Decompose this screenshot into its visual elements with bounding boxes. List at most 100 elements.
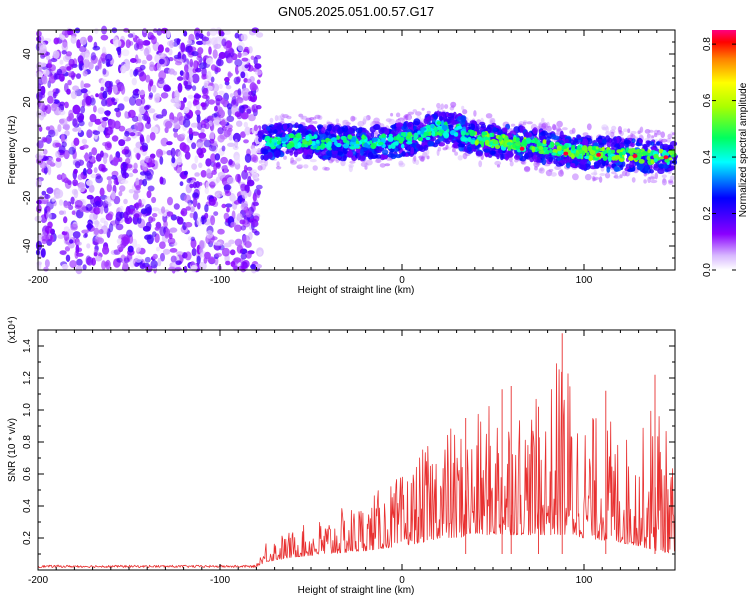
heatmap-noise-cell — [201, 73, 207, 80]
heatmap-noise-cell — [157, 257, 162, 267]
heatmap-noise-cell — [100, 86, 105, 92]
heatmap-noise-cell — [206, 31, 211, 37]
heatmap-signal-cell — [496, 153, 500, 160]
heatmap-noise-cell — [149, 132, 156, 141]
heatmap-noise-cell — [255, 184, 263, 190]
heatmap-noise-cell — [213, 43, 222, 50]
heatmap-noise-cell — [70, 223, 78, 231]
heatmap-noise-cell — [103, 205, 109, 214]
heatmap-noise-cell — [142, 114, 149, 121]
heatmap-noise-cell — [131, 77, 137, 86]
heatmap-signal-cell — [365, 132, 372, 138]
heatmap-signal-cell — [658, 148, 664, 154]
heatmap-noise-cell — [149, 64, 155, 72]
heatmap-noise-cell — [160, 27, 169, 34]
heatmap-noise-cell — [244, 64, 249, 69]
heatmap-noise-cell — [180, 208, 188, 217]
heatmap-noise-cell — [201, 214, 207, 220]
heatmap-signal-cell — [387, 153, 395, 158]
heatmap-signal-cell — [668, 157, 673, 161]
heatmap-noise-cell — [84, 232, 88, 238]
heatmap-signal-cell — [534, 166, 538, 171]
heatmap-noise-cell — [95, 255, 102, 262]
heatmap-noise-cell — [220, 156, 229, 165]
heatmap-signal-cell — [545, 149, 550, 155]
heatmap-signal-cell — [332, 127, 336, 133]
heatmap-signal-cell — [548, 168, 554, 172]
heatmap-signal-cell — [438, 129, 445, 134]
heatmap-noise-cell — [135, 152, 142, 159]
heatmap-signal-cell — [322, 155, 329, 160]
heatmap-signal-cell — [359, 148, 364, 156]
heatmap-noise-cell — [141, 142, 149, 152]
heatmap-signal-cell — [631, 138, 636, 144]
heatmap-noise-cell — [213, 211, 219, 217]
heatmap-noise-cell — [81, 64, 88, 71]
heatmap-noise-cell — [113, 178, 120, 185]
heatmap-noise-cell — [58, 110, 66, 116]
heatmap-signal-cell — [494, 160, 502, 166]
heatmap-noise-cell — [209, 181, 216, 189]
heatmap-noise-cell — [245, 252, 252, 259]
heatmap-signal-cell — [602, 126, 606, 130]
heatmap-signal-cell — [309, 158, 317, 163]
heatmap-signal-peak — [519, 146, 525, 151]
heatmap-signal-cell — [336, 135, 340, 140]
heatmap-signal-cell — [653, 153, 659, 160]
heatmap-noise-cell — [226, 176, 235, 185]
heatmap-noise-cell — [169, 227, 178, 233]
heatmap-noise-cell — [123, 257, 130, 264]
heatmap-noise-cell — [210, 76, 215, 83]
heatmap-noise-cell — [216, 176, 220, 183]
heatmap-signal-cell — [598, 176, 603, 183]
heatmap-signal-cell — [293, 150, 298, 158]
heatmap-noise-cell — [106, 183, 113, 193]
heatmap-signal-cell — [277, 123, 283, 132]
heatmap-noise-cell — [77, 174, 84, 181]
heatmap-signal-cell — [552, 135, 560, 141]
heatmap-signal-cell — [629, 160, 634, 168]
heatmap-signal-cell — [395, 112, 401, 118]
colorbar-label: Normalized spectral amplitude — [738, 82, 749, 217]
heatmap-noise-cell — [93, 207, 101, 215]
heatmap-signal-cell — [306, 126, 313, 131]
heatmap-noise-cell — [204, 204, 209, 213]
heatmap-signal-cell — [492, 139, 499, 145]
heatmap-noise-cell — [53, 72, 58, 81]
heatmap-noise-cell — [204, 122, 210, 130]
heatmap-noise-cell — [51, 103, 57, 112]
heatmap-noise-cell — [72, 127, 79, 132]
heatmap-noise-cell — [166, 211, 174, 217]
heatmap-noise-cell — [240, 112, 249, 120]
heatmap-signal-cell — [608, 132, 613, 136]
heatmap-noise-region — [34, 25, 264, 275]
heatmap-signal-cell — [644, 164, 649, 172]
heatmap-signal-cell — [641, 151, 648, 156]
heatmap-noise-cell — [51, 197, 56, 202]
heatmap-signal-cell — [513, 136, 517, 143]
heatmap-noise-cell — [193, 94, 202, 99]
heatmap-noise-cell — [254, 55, 262, 60]
heatmap-signal-cell — [390, 112, 394, 117]
heatmap-noise-cell — [104, 110, 111, 116]
heatmap-signal-cell — [563, 148, 568, 153]
heatmap-noise-cell — [214, 67, 221, 73]
heatmap-noise-cell — [53, 37, 60, 45]
heatmap-noise-cell — [137, 216, 142, 224]
heatmap-noise-cell — [41, 156, 49, 161]
heatmap-noise-cell — [182, 118, 191, 128]
heatmap-noise-cell — [105, 126, 114, 136]
heatmap-noise-cell — [151, 217, 156, 222]
heatmap-noise-cell — [35, 178, 43, 189]
heatmap-signal-cell — [660, 138, 668, 143]
heatmap-noise-cell — [234, 155, 241, 165]
heatmap-signal-cell — [396, 126, 402, 132]
colorbar-tick-label: 0.4 — [702, 150, 713, 164]
heatmap-noise-cell — [104, 195, 112, 205]
heatmap-signal-cell — [642, 143, 650, 148]
heatmap-noise-cell — [183, 97, 187, 103]
heatmap-signal-ridge — [257, 101, 678, 186]
heatmap-noise-cell — [138, 89, 146, 96]
heatmap-noise-cell — [145, 74, 151, 83]
heatmap-noise-cell — [120, 85, 126, 95]
